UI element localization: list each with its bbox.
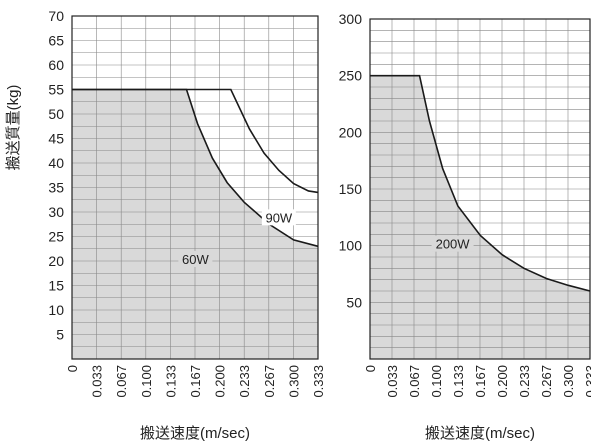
x-tick-label: 0 bbox=[65, 365, 80, 372]
y-tick-label: 65 bbox=[48, 33, 64, 49]
series-label-bg bbox=[261, 209, 296, 226]
x-tick-label: 0.300 bbox=[286, 365, 301, 398]
y-tick-label: 35 bbox=[48, 180, 64, 196]
series-label-bg bbox=[178, 251, 213, 267]
x-axis-label: 搬送速度(m/sec) bbox=[140, 425, 250, 442]
x-tick-label: 0.233 bbox=[237, 365, 252, 398]
x-tick-label: 0.333 bbox=[583, 365, 591, 398]
x-tick-label: 0.067 bbox=[407, 365, 422, 398]
y-tick-label: 10 bbox=[48, 302, 64, 318]
y-tick-label: 25 bbox=[48, 229, 64, 245]
y-axis-label: 搬送質量(kg) bbox=[4, 85, 22, 171]
y-tick-label: 5 bbox=[56, 327, 64, 343]
x-tick-label: 0.167 bbox=[473, 365, 488, 398]
x-tick-label: 0.300 bbox=[561, 365, 576, 398]
x-tick-label: 0.033 bbox=[385, 365, 400, 398]
x-tick-label: 0.200 bbox=[213, 365, 228, 398]
plot-frame bbox=[369, 18, 591, 360]
x-tick-label: 0.267 bbox=[539, 365, 554, 398]
y-tick-label: 250 bbox=[339, 68, 363, 84]
x-tick-label: 0.067 bbox=[114, 365, 129, 398]
y-tick-label: 45 bbox=[48, 131, 64, 147]
y-tick-label: 200 bbox=[339, 124, 363, 140]
x-axis-label: 搬送速度(m/sec) bbox=[425, 425, 535, 442]
series-label: 60W bbox=[182, 252, 209, 267]
chart-right: 50 100 150 200 250 300 0 0.033 0.067 0.100 0.133 0.… bbox=[339, 11, 591, 442]
x-tick-label: 0.233 bbox=[517, 365, 532, 398]
area-fill-200W bbox=[370, 75, 590, 360]
series-label-bg bbox=[431, 235, 474, 252]
y-tick-label: 55 bbox=[48, 82, 64, 98]
y-tick-label: 20 bbox=[48, 253, 64, 269]
x-tick-label: 0.133 bbox=[451, 365, 466, 398]
y-tick-label: 300 bbox=[339, 11, 363, 27]
series-line-90W bbox=[72, 88, 319, 194]
x-tick-label: 0.100 bbox=[429, 365, 444, 398]
y-tick-label: 50 bbox=[346, 294, 362, 310]
series-line-60W bbox=[72, 88, 319, 248]
x-tick-label: 0.333 bbox=[311, 365, 326, 398]
x-tick-label: 0.033 bbox=[90, 365, 105, 398]
x-tick-label: 0.167 bbox=[188, 365, 203, 398]
x-tick-label: 0 bbox=[363, 365, 378, 372]
y-tick-label: 50 bbox=[48, 106, 64, 122]
y-tick-label: 40 bbox=[48, 155, 64, 171]
x-tick-label: 0.133 bbox=[163, 365, 178, 398]
y-tick-label: 60 bbox=[48, 57, 64, 73]
x-tick-label: 0.267 bbox=[262, 365, 277, 398]
grid bbox=[370, 19, 590, 359]
x-tick-label: 0.200 bbox=[495, 365, 510, 398]
chart-left: 5 10 15 20 25 30 35 40 45 50 55 60 65 70 0 0.033 0.067 0.… bbox=[4, 8, 326, 442]
series-line-200W bbox=[370, 74, 591, 292]
y-tick-label: 70 bbox=[48, 8, 64, 24]
plot-frame bbox=[71, 15, 319, 360]
y-tick-label: 30 bbox=[48, 204, 64, 220]
y-tick-label: 100 bbox=[339, 238, 363, 254]
y-tick-label: 150 bbox=[339, 181, 363, 197]
series-label: 90W bbox=[265, 210, 292, 225]
series-label: 200W bbox=[436, 237, 471, 252]
x-tick-label: 0.100 bbox=[139, 365, 154, 398]
y-tick-label: 15 bbox=[48, 278, 64, 294]
